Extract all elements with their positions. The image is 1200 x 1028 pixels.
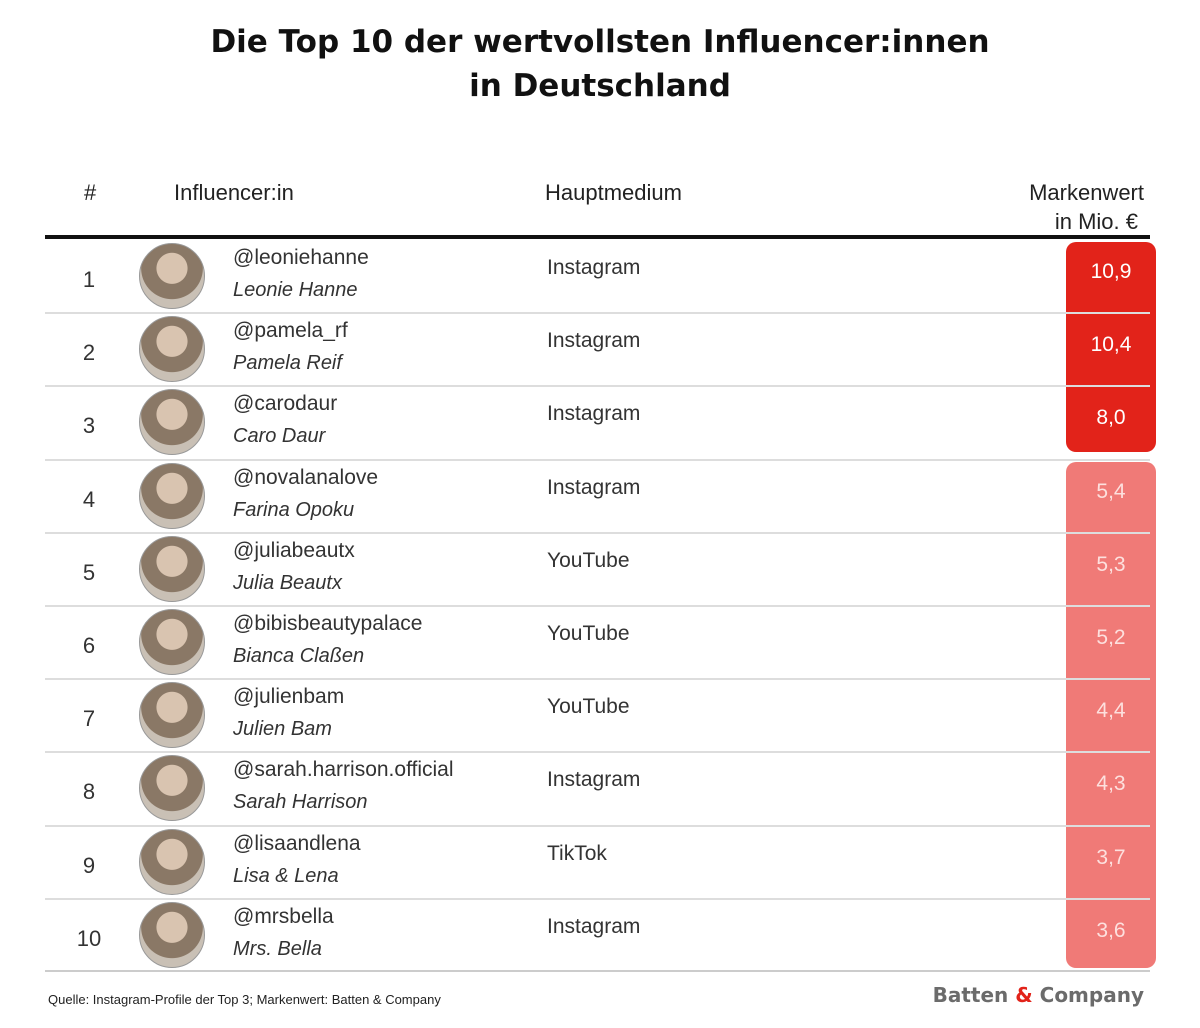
rank: 9: [82, 852, 96, 878]
title-line: in Deutschland: [469, 68, 731, 104]
value: 3,7: [1096, 845, 1126, 869]
medium: YouTube: [547, 695, 630, 719]
row-separator: [45, 824, 1150, 827]
header-value: Markenwert: [1029, 180, 1144, 205]
row-separator: [45, 897, 1150, 900]
title-line: Die Top 10 der wertvollsten Influencer:i…: [210, 24, 990, 60]
handle: @pamela_rf: [233, 319, 348, 343]
avatar: [139, 609, 205, 675]
medium: YouTube: [547, 548, 630, 572]
avatar: [139, 682, 205, 749]
value: 8,0: [1096, 406, 1126, 430]
row-separator: [45, 385, 1150, 388]
value: 5,4: [1096, 479, 1126, 503]
row-separator: [45, 605, 1150, 607]
name: Bianca Claßen: [233, 645, 365, 667]
medium: Instagram: [547, 914, 641, 938]
rank: 8: [82, 779, 96, 805]
name: Leonie Hanne: [233, 279, 358, 301]
medium: Instagram: [547, 256, 641, 279]
avatar: [139, 535, 205, 602]
row-separator: [45, 531, 1150, 534]
row-separator: [45, 678, 1150, 681]
logo-text: Batten: [932, 983, 1009, 1007]
name: Mrs. Bella: [233, 937, 322, 960]
medium: Instagram: [547, 402, 641, 426]
value: 5,2: [1096, 626, 1126, 649]
handle: @julienbam: [233, 685, 345, 709]
handle: @bibisbeautypalace: [233, 612, 423, 635]
name: Lisa & Lena: [233, 864, 339, 887]
handle: @leoniehanne: [233, 246, 369, 269]
value: 4,3: [1096, 772, 1126, 796]
handle: @sarah.harrison.official: [233, 758, 454, 782]
logo-text: Company: [1039, 983, 1144, 1007]
name: Caro Daur: [233, 425, 326, 448]
header-influencer: Influencer:in: [174, 180, 294, 205]
rank: 10: [76, 925, 102, 951]
name: Sarah Harrison: [233, 791, 368, 814]
row-separator: [45, 312, 1150, 315]
avatar: [139, 316, 205, 383]
value: 4,4: [1096, 699, 1126, 723]
avatar: [139, 243, 205, 309]
row-separator: [45, 458, 1150, 461]
medium: Instagram: [547, 329, 641, 353]
medium: TikTok: [547, 841, 607, 865]
handle: @juliabeautx: [233, 538, 355, 562]
header-medium: Hauptmedium: [545, 180, 682, 205]
header-rule: [45, 235, 1150, 239]
source: Quelle: Instagram-Profile der Top 3; Mar…: [48, 992, 441, 1007]
handle: @lisaandlena: [233, 831, 361, 855]
rank: 7: [82, 706, 96, 732]
row-separator: [45, 970, 1150, 972]
value: 5,3: [1096, 552, 1126, 576]
rank: 2: [82, 340, 96, 366]
value: 10,4: [1090, 333, 1132, 357]
avatar: [139, 755, 205, 822]
header-value: in Mio. €: [1054, 209, 1138, 234]
logo: Batten & Company: [933, 983, 1144, 1007]
avatar: [139, 462, 205, 529]
medium: YouTube: [547, 622, 630, 645]
medium: Instagram: [547, 475, 641, 499]
rank: 6: [82, 633, 96, 658]
rest-group-box: [1066, 462, 1156, 968]
avatar: [139, 389, 205, 456]
top-group-box: [1066, 242, 1156, 452]
name: Julien Bam: [233, 718, 332, 741]
rank: 4: [82, 486, 96, 512]
logo-amp: &: [1015, 983, 1033, 1007]
value: 10,9: [1090, 260, 1132, 283]
name: Pamela Reif: [233, 352, 342, 375]
rank: 1: [82, 267, 96, 292]
avatar: [139, 901, 205, 968]
name: Farina Opoku: [233, 498, 355, 521]
avatar: [139, 828, 205, 895]
handle: @novalanalove: [233, 465, 379, 489]
medium: Instagram: [547, 768, 641, 792]
name: Julia Beautx: [233, 571, 342, 594]
handle: @mrsbella: [233, 904, 334, 928]
handle: @carodaur: [233, 392, 338, 416]
value: 3,6: [1096, 918, 1126, 942]
header-rank: #: [84, 180, 97, 205]
row-separator: [45, 751, 1150, 754]
rank: 3: [82, 413, 96, 439]
rank: 5: [82, 559, 96, 585]
